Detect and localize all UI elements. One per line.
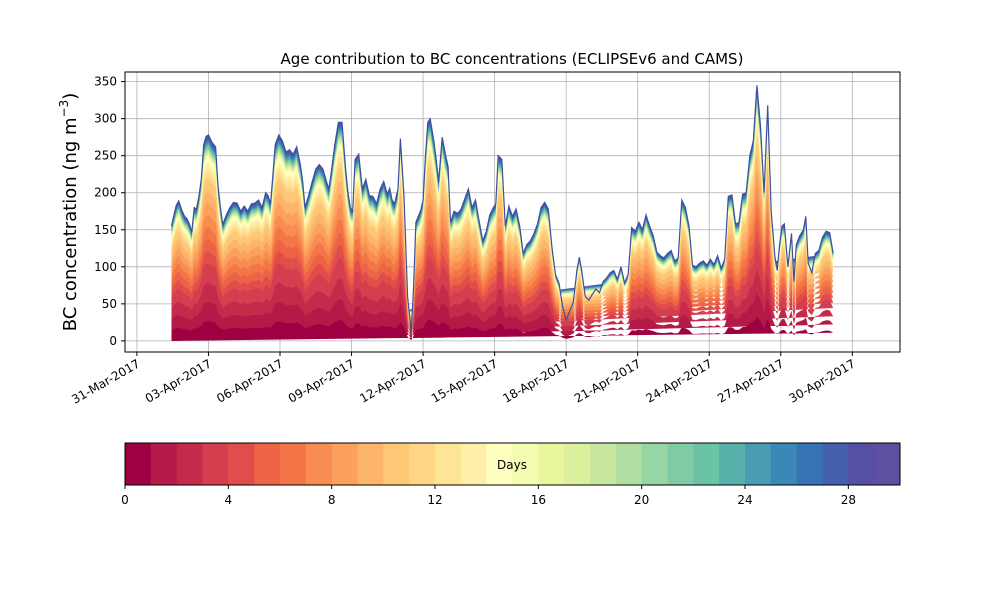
x-tick-label: 30-Apr-2017 [787, 356, 858, 405]
stacked-bands [171, 85, 834, 341]
x-tick-label: 31-Mar-2017 [69, 356, 142, 406]
y-tick-label: 300 [94, 112, 117, 126]
y-axis-label-close: ) [60, 93, 81, 100]
colorbar-swatch [125, 443, 152, 485]
colorbar-swatch [770, 443, 798, 485]
x-tick-label: 24-Apr-2017 [643, 356, 714, 405]
colorbar-swatch [280, 443, 307, 485]
colorbar-tick-label: 12 [427, 493, 442, 507]
axes-frame [124, 71, 901, 353]
colorbar-swatch [874, 443, 901, 485]
y-tick-label: 0 [109, 334, 117, 348]
y-tick-label: 50 [102, 297, 117, 311]
y-axis-label-exponent: −3 [57, 100, 71, 118]
colorbar-tick-label: 16 [531, 493, 546, 507]
x-tick-label: 27-Apr-2017 [715, 356, 786, 405]
colorbar-swatch [667, 443, 694, 485]
colorbar-tick-label: 24 [737, 493, 752, 507]
colorbar-swatch [641, 443, 668, 485]
colorbar-swatch [176, 443, 203, 485]
colorbar-tick-label: 28 [841, 493, 856, 507]
y-tick-label: 100 [94, 260, 117, 274]
colorbar-tick-label: 4 [225, 493, 233, 507]
colorbar-tick-label: 20 [634, 493, 649, 507]
total-line [170, 85, 834, 333]
colorbar-swatch [460, 443, 488, 485]
colorbar-swatch [719, 443, 746, 485]
colorbar-swatch [822, 443, 849, 485]
x-tick-label: 09-Apr-2017 [286, 356, 357, 405]
x-tick-label: 06-Apr-2017 [214, 356, 285, 405]
colorbar-swatch [435, 443, 462, 485]
plot-area: 0 50 100 150 200 250 300 350 31-Mar-2017 03-Apr-2… [69, 71, 901, 407]
y-tick-label: 350 [94, 75, 117, 89]
colorbar-swatch [796, 443, 823, 485]
colorbar: 0 4 8 12 16 20 24 28 [121, 442, 901, 507]
colorbar-label: Days [497, 458, 527, 472]
colorbar-frame [124, 442, 901, 486]
colorbar-swatch [254, 443, 281, 485]
colorbar-swatch [228, 443, 255, 485]
colorbar-swatch [848, 443, 875, 485]
colorbar-swatch [538, 443, 565, 485]
x-tick-label: 18-Apr-2017 [500, 356, 571, 405]
y-axis-label-main: BC concentration (ng m [60, 117, 81, 331]
colorbar-swatch [305, 443, 333, 485]
colorbar-swatch [564, 443, 591, 485]
colorbar-swatch [693, 443, 720, 485]
y-tick-label: 200 [94, 186, 117, 200]
colorbar-swatch [486, 443, 513, 485]
x-tick-label: 21-Apr-2017 [572, 356, 643, 405]
y-tick-label: 150 [94, 223, 117, 237]
colorbar-swatch [150, 443, 178, 485]
colorbar-swatch [383, 443, 410, 485]
x-tick-label: 12-Apr-2017 [357, 356, 428, 405]
colorbar-swatch [512, 443, 539, 485]
colorbar-swatch [409, 443, 436, 485]
x-tick-label: 03-Apr-2017 [143, 356, 214, 405]
colorbar-swatch [745, 443, 772, 485]
colorbar-swatch [590, 443, 617, 485]
y-tick-label: 250 [94, 149, 117, 163]
chart-title: Age contribution to BC concentrations (E… [281, 50, 744, 68]
y-axis-label: BC concentration (ng m−3) [57, 93, 81, 332]
colorbar-swatch [202, 443, 229, 485]
colorbar-swatch [615, 443, 643, 485]
colorbar-tick-label: 0 [121, 493, 129, 507]
age-band-0 [171, 316, 834, 341]
x-tick-label: 15-Apr-2017 [429, 356, 500, 405]
colorbar-swatch [331, 443, 358, 485]
colorbar-tick-label: 8 [328, 493, 336, 507]
colorbar-swatch [357, 443, 384, 485]
